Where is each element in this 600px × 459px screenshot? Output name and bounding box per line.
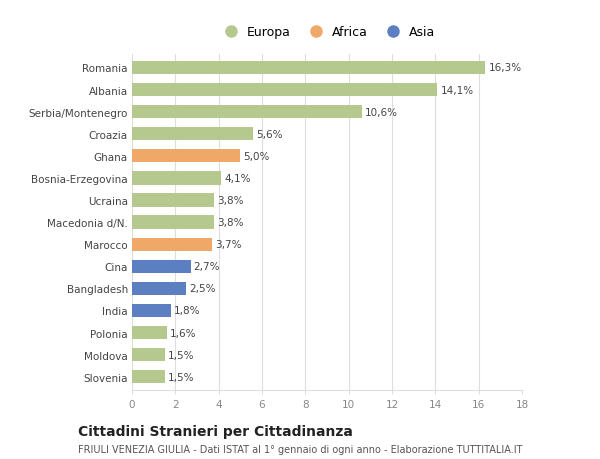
Bar <box>132 326 167 340</box>
Bar <box>132 62 485 75</box>
Bar <box>132 128 253 141</box>
Bar <box>132 370 164 384</box>
Text: 2,7%: 2,7% <box>194 262 220 272</box>
Bar <box>132 238 212 251</box>
Text: 5,0%: 5,0% <box>244 151 270 162</box>
Text: FRIULI VENEZIA GIULIA - Dati ISTAT al 1° gennaio di ogni anno - Elaborazione TUT: FRIULI VENEZIA GIULIA - Dati ISTAT al 1°… <box>78 444 523 454</box>
Text: 3,7%: 3,7% <box>215 240 242 250</box>
Text: 5,6%: 5,6% <box>257 129 283 140</box>
Text: Cittadini Stranieri per Cittadinanza: Cittadini Stranieri per Cittadinanza <box>78 425 353 438</box>
Text: 14,1%: 14,1% <box>441 85 474 95</box>
Text: 1,5%: 1,5% <box>168 372 194 382</box>
Text: 1,5%: 1,5% <box>168 350 194 360</box>
Text: 1,8%: 1,8% <box>174 306 201 316</box>
Text: 3,8%: 3,8% <box>218 196 244 206</box>
Bar <box>132 260 191 273</box>
Text: 4,1%: 4,1% <box>224 174 251 184</box>
Text: 1,6%: 1,6% <box>170 328 196 338</box>
Text: 10,6%: 10,6% <box>365 107 398 118</box>
Text: 3,8%: 3,8% <box>218 218 244 228</box>
Bar <box>132 84 437 97</box>
Bar <box>132 304 171 318</box>
Bar <box>132 282 186 295</box>
Legend: Europa, Africa, Asia: Europa, Africa, Asia <box>214 21 440 44</box>
Text: 2,5%: 2,5% <box>190 284 216 294</box>
Bar <box>132 106 362 119</box>
Bar <box>132 150 241 163</box>
Bar <box>132 172 221 185</box>
Bar <box>132 348 164 362</box>
Bar <box>132 216 214 229</box>
Text: 16,3%: 16,3% <box>488 63 521 73</box>
Bar <box>132 194 214 207</box>
